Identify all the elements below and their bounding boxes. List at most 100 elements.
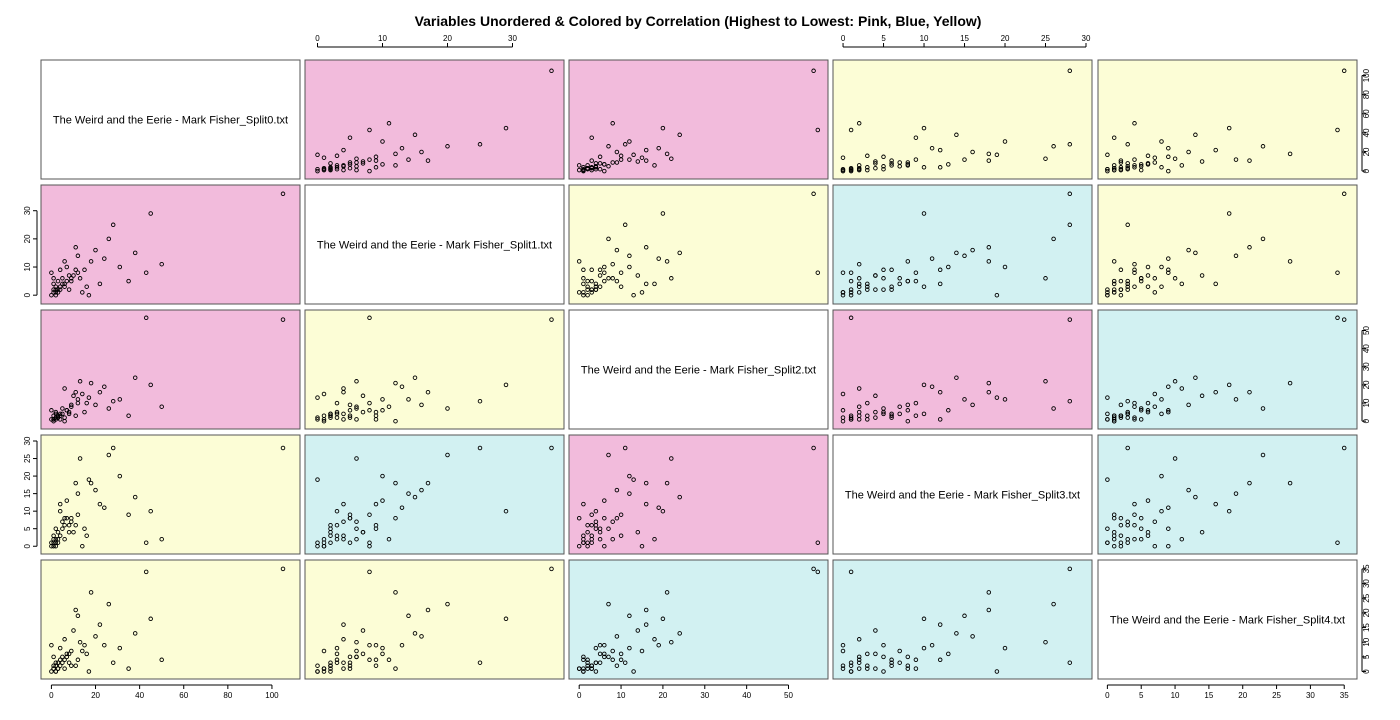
data-point — [86, 477, 92, 482]
data-point — [627, 139, 632, 144]
data-point — [386, 121, 392, 126]
data-point — [77, 639, 83, 645]
data-point — [913, 400, 919, 406]
data-point — [856, 404, 862, 409]
panel-2-1 — [304, 309, 565, 430]
data-point — [652, 163, 657, 168]
data-point — [347, 415, 353, 420]
data-point — [66, 287, 72, 292]
x-axis-top-3: 0 5 10 15 20 25 30 — [841, 34, 1091, 48]
data-point — [905, 163, 911, 168]
data-point — [1105, 166, 1110, 172]
data-point — [328, 660, 333, 665]
data-point — [549, 68, 554, 74]
data-point — [1213, 389, 1218, 395]
data-point — [881, 406, 886, 411]
data-point — [1159, 473, 1164, 479]
data-point — [840, 166, 846, 172]
data-point — [60, 276, 65, 281]
data-point — [954, 132, 959, 138]
data-point — [639, 543, 645, 549]
panel-background — [833, 560, 1092, 679]
variable-label: The Weird and the Eerie - Mark Fisher_Sp… — [581, 365, 816, 377]
data-point — [1132, 417, 1137, 422]
variable-label: The Weird and the Eerie - Mark Fisher_Sp… — [53, 115, 288, 127]
data-point — [635, 628, 641, 633]
data-point — [1152, 543, 1158, 549]
data-point — [503, 125, 509, 131]
data-point — [1067, 142, 1073, 147]
data-point — [64, 278, 70, 284]
data-point — [840, 415, 846, 420]
data-point — [110, 398, 116, 404]
data-point — [102, 642, 107, 648]
panel-background — [833, 60, 1092, 179]
data-point — [1118, 515, 1124, 521]
data-point — [393, 151, 398, 157]
data-point — [86, 395, 92, 400]
data-point — [66, 409, 72, 415]
data-point — [57, 284, 63, 289]
data-point — [477, 142, 483, 147]
data-point — [856, 666, 862, 671]
data-point — [69, 278, 74, 284]
data-point — [373, 663, 379, 668]
data-point — [373, 657, 379, 663]
data-point — [660, 211, 666, 216]
data-point — [660, 125, 666, 131]
data-point — [1233, 397, 1239, 402]
panel-2-4 — [1097, 309, 1358, 430]
data-point — [360, 393, 366, 399]
data-point — [75, 491, 81, 496]
data-point — [865, 400, 870, 406]
data-point — [581, 167, 586, 173]
data-point — [77, 379, 83, 384]
data-point — [881, 654, 886, 660]
data-point — [97, 501, 103, 507]
data-point — [334, 400, 340, 406]
data-point — [321, 669, 327, 674]
data-point — [856, 417, 862, 422]
data-point — [840, 391, 846, 397]
data-point — [889, 660, 894, 665]
data-point — [627, 645, 632, 651]
data-point — [1341, 445, 1347, 451]
panel-background — [569, 310, 828, 429]
data-point — [1145, 409, 1151, 415]
data-point — [881, 276, 886, 281]
data-point — [412, 494, 418, 500]
data-point — [840, 290, 846, 295]
data-point — [589, 536, 594, 542]
data-point — [602, 543, 607, 549]
tick-label: 35 — [1362, 564, 1371, 573]
data-point — [1125, 281, 1130, 287]
data-point — [1125, 165, 1130, 171]
data-point — [1145, 153, 1151, 159]
data-point — [367, 569, 372, 575]
data-point — [865, 651, 870, 657]
data-point — [347, 408, 353, 413]
tick-label: 30 — [1362, 362, 1371, 371]
data-point — [848, 165, 854, 171]
tick-label: 10 — [23, 506, 32, 515]
data-point — [1145, 400, 1151, 406]
data-point — [840, 270, 846, 275]
data-point — [106, 601, 112, 607]
data-point — [373, 501, 379, 507]
tick-label: 25 — [1272, 691, 1281, 700]
data-point — [1132, 415, 1137, 420]
tick-label: 15 — [1362, 623, 1371, 632]
data-point — [1335, 127, 1340, 133]
data-point — [597, 166, 603, 172]
data-point — [929, 642, 935, 648]
data-point — [1152, 404, 1158, 409]
data-point — [51, 287, 56, 292]
data-point — [1138, 408, 1144, 413]
data-point — [1118, 165, 1124, 170]
data-point — [57, 287, 63, 292]
data-point — [970, 247, 975, 253]
data-point — [60, 526, 65, 531]
tick-label: 10 — [1362, 398, 1371, 407]
data-point — [1067, 68, 1073, 74]
tick-label: 60 — [1362, 109, 1371, 118]
